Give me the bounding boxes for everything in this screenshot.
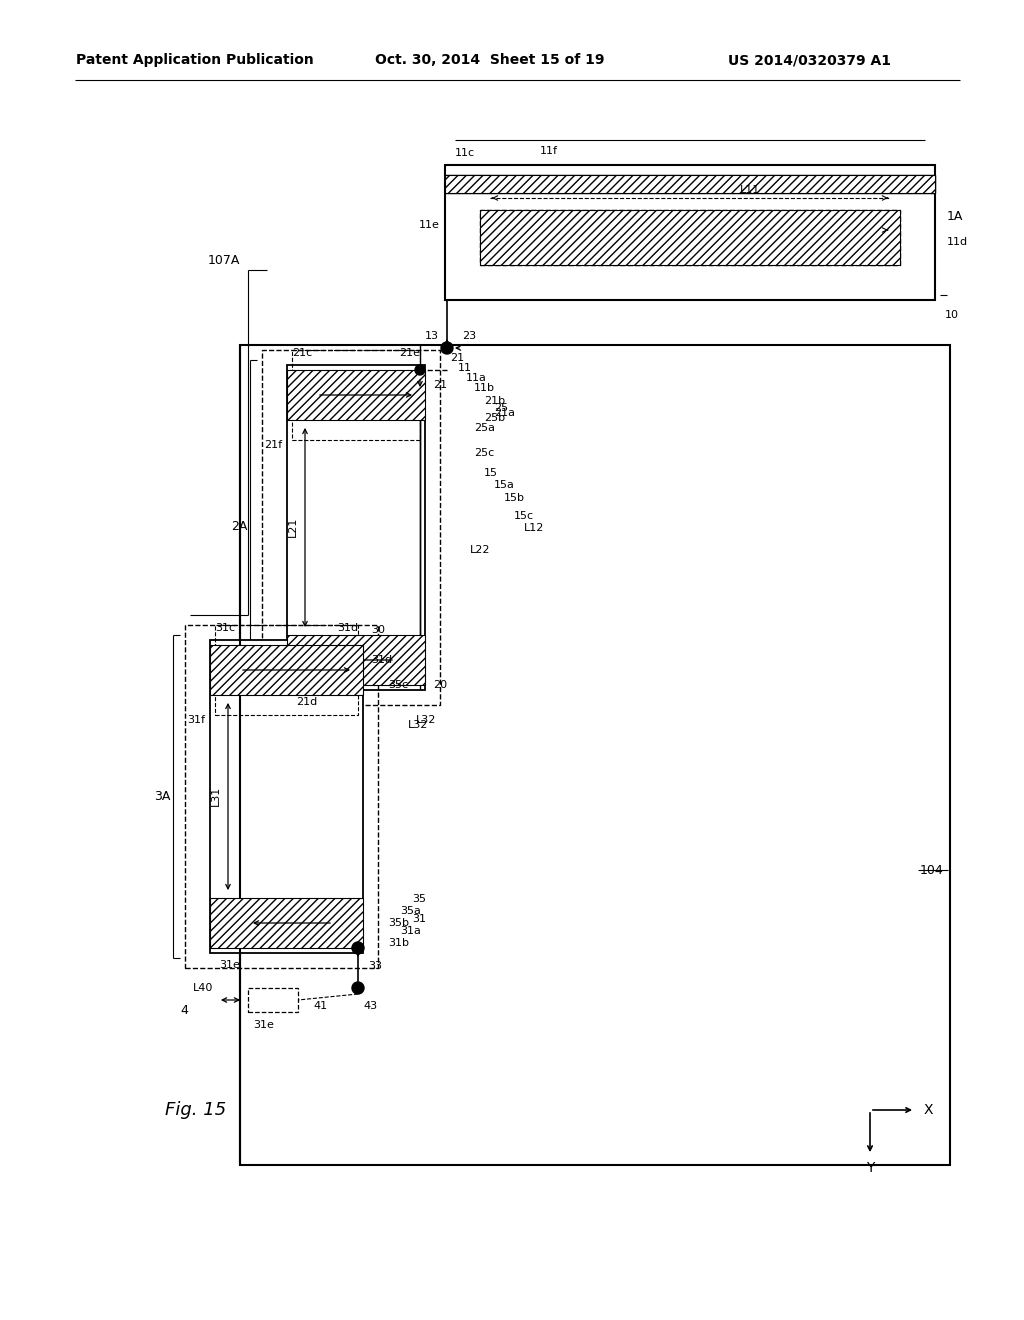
Text: 21f: 21f <box>264 440 282 450</box>
Text: L32: L32 <box>408 719 428 730</box>
Text: 31c: 31c <box>215 623 236 634</box>
Text: Y: Y <box>866 1162 874 1175</box>
Text: L31: L31 <box>211 785 221 807</box>
Text: 21b: 21b <box>484 396 505 407</box>
Text: L40: L40 <box>193 983 213 993</box>
Text: 23: 23 <box>462 331 476 341</box>
Text: 35b: 35b <box>388 917 409 928</box>
Text: 31e: 31e <box>219 960 241 970</box>
Text: 35c: 35c <box>388 680 409 690</box>
Text: US 2014/0320379 A1: US 2014/0320379 A1 <box>728 53 892 67</box>
Bar <box>480 210 900 265</box>
Bar <box>262 350 440 705</box>
Text: 107A: 107A <box>208 253 241 267</box>
Text: 43: 43 <box>362 1001 377 1011</box>
Bar <box>287 635 425 685</box>
Text: 11f: 11f <box>540 147 558 156</box>
Text: 11c: 11c <box>455 148 475 158</box>
Text: L32: L32 <box>416 715 436 725</box>
Text: 10: 10 <box>945 310 959 319</box>
Bar <box>248 987 298 1012</box>
Text: 1A: 1A <box>947 210 964 223</box>
Text: 31: 31 <box>412 913 426 924</box>
Text: 25b: 25b <box>484 413 505 422</box>
Text: 31a: 31a <box>400 927 421 936</box>
Bar <box>185 624 378 968</box>
Text: 21a: 21a <box>494 408 515 418</box>
Bar <box>287 366 425 690</box>
Text: 11e: 11e <box>419 220 440 230</box>
Text: 104: 104 <box>920 863 944 876</box>
Text: 11a: 11a <box>466 374 486 383</box>
Text: 15c: 15c <box>514 511 535 521</box>
Bar <box>445 176 935 193</box>
Circle shape <box>441 342 453 354</box>
Text: 15b: 15b <box>504 492 525 503</box>
Text: 21d: 21d <box>296 697 317 708</box>
Text: 11: 11 <box>458 363 472 374</box>
Circle shape <box>415 366 425 375</box>
Text: L21: L21 <box>288 517 298 537</box>
Bar <box>445 165 935 300</box>
Text: 11d: 11d <box>947 238 968 247</box>
Text: 33: 33 <box>368 961 382 972</box>
Text: 21c: 21c <box>292 348 312 358</box>
Text: Patent Application Publication: Patent Application Publication <box>76 53 314 67</box>
Text: 31b: 31b <box>388 939 409 948</box>
Text: L11: L11 <box>740 185 760 195</box>
Text: 31e: 31e <box>253 1020 273 1030</box>
Text: X: X <box>924 1104 933 1117</box>
Text: 41: 41 <box>314 1001 328 1011</box>
Text: 20: 20 <box>433 680 447 690</box>
Text: 25c: 25c <box>474 447 495 458</box>
Text: 15a: 15a <box>494 480 515 490</box>
Bar <box>445 176 935 193</box>
Bar <box>210 645 362 696</box>
Text: 21: 21 <box>433 380 447 389</box>
Bar <box>292 350 420 440</box>
Text: L22: L22 <box>470 545 490 554</box>
Bar <box>480 210 900 265</box>
Bar <box>210 898 362 948</box>
Circle shape <box>352 942 364 954</box>
Text: 25a: 25a <box>474 422 495 433</box>
Bar <box>215 624 358 715</box>
Text: Fig. 15: Fig. 15 <box>165 1101 226 1119</box>
Text: 15: 15 <box>484 469 498 478</box>
Text: 25: 25 <box>494 403 508 413</box>
Text: 21e: 21e <box>399 348 420 358</box>
Text: 2A: 2A <box>230 520 247 533</box>
Text: 31d: 31d <box>337 623 358 634</box>
Bar <box>287 370 425 420</box>
Text: 11b: 11b <box>474 383 495 393</box>
Text: 13: 13 <box>425 331 439 341</box>
Text: Oct. 30, 2014  Sheet 15 of 19: Oct. 30, 2014 Sheet 15 of 19 <box>375 53 605 67</box>
Text: 35: 35 <box>412 894 426 904</box>
Text: 30: 30 <box>371 624 385 635</box>
Text: L12: L12 <box>524 523 545 533</box>
Text: 3A: 3A <box>154 789 170 803</box>
Text: 4: 4 <box>180 1003 188 1016</box>
Text: 31f: 31f <box>187 715 205 725</box>
Text: 31d: 31d <box>371 655 392 665</box>
Text: 21: 21 <box>450 352 464 363</box>
Bar <box>240 345 950 1166</box>
Bar <box>210 640 362 953</box>
Circle shape <box>352 982 364 994</box>
Text: 35a: 35a <box>400 906 421 916</box>
